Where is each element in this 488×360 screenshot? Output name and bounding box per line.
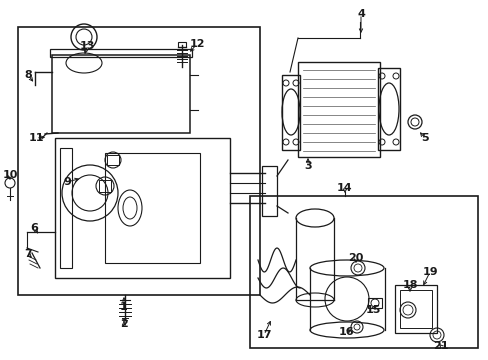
Text: 17: 17 [256,330,271,340]
Bar [107,155,119,165]
Bar [262,166,276,216]
Bar [55,138,229,278]
Text: 8: 8 [24,70,32,80]
Text: 11: 11 [28,133,43,143]
Bar [60,148,72,268]
Text: 10: 10 [2,170,18,180]
Bar [52,55,190,133]
Text: 15: 15 [365,305,380,315]
Text: 12: 12 [189,39,204,49]
Text: 20: 20 [347,253,363,263]
Bar [105,153,200,263]
Text: 6: 6 [30,223,38,233]
Bar [50,49,192,57]
Text: 3: 3 [304,161,311,171]
Text: 1: 1 [120,302,128,312]
Bar [249,196,477,348]
Text: 19: 19 [421,267,437,277]
Text: 2: 2 [120,319,128,329]
Bar [99,180,111,192]
Text: 16: 16 [339,327,354,337]
Text: 9: 9 [63,177,71,187]
Text: 4: 4 [356,9,364,19]
Text: 7: 7 [24,249,32,259]
Text: 18: 18 [402,280,417,290]
Bar [178,42,185,47]
Bar [297,62,379,157]
Bar [377,68,399,150]
Bar [282,75,299,150]
Text: 5: 5 [420,133,428,143]
Text: 21: 21 [432,341,448,351]
Bar [18,27,260,295]
Bar [394,285,436,333]
Text: 14: 14 [337,183,352,193]
Bar [367,298,381,308]
Bar [399,290,431,328]
Text: 13: 13 [79,41,95,51]
